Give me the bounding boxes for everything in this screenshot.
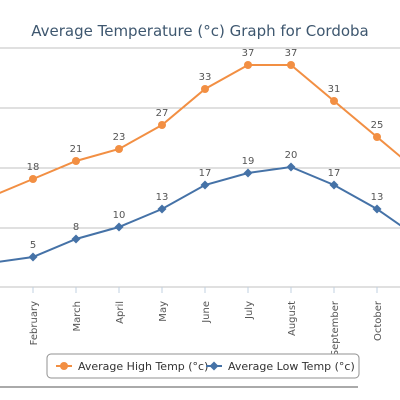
x-axis: JanuaryFebruaryMarchAprilMayJuneJulyAugu… [29, 287, 384, 356]
data-point[interactable] [72, 157, 80, 165]
legend-box [46, 353, 360, 379]
data-point[interactable] [287, 61, 295, 69]
data-label: 31 [328, 84, 341, 95]
data-label: 5 [30, 240, 36, 251]
x-tick-label: September [330, 300, 341, 356]
series-line [0, 165, 400, 263]
data-label: 23 [113, 132, 126, 143]
legend-label[interactable]: Average High Temp (°c) [78, 360, 208, 373]
x-tick-label: April [115, 301, 126, 324]
data-point[interactable] [329, 180, 339, 190]
data-label: 25 [371, 120, 384, 131]
legend-marker [60, 362, 68, 370]
data-point[interactable] [330, 97, 338, 105]
x-tick-label: March [72, 301, 83, 331]
data-label: 18 [27, 162, 40, 173]
data-label: 37 [285, 48, 298, 59]
x-tick-label: August [287, 301, 298, 336]
data-point[interactable] [286, 162, 296, 172]
x-tick-label: June [201, 301, 212, 324]
data-label: 20 [285, 150, 298, 161]
data-point[interactable] [373, 133, 381, 141]
data-point[interactable] [115, 145, 123, 153]
data-point[interactable] [200, 180, 210, 190]
data-label: 17 [199, 168, 212, 179]
data-point[interactable] [28, 252, 38, 262]
data-labels: 1518212327333737312519458101317192017138 [27, 48, 384, 251]
data-point[interactable] [244, 61, 252, 69]
legend-label[interactable]: Average Low Temp (°c) [228, 360, 355, 373]
data-point[interactable] [71, 234, 81, 244]
data-label: 13 [156, 192, 169, 203]
data-label: 33 [199, 72, 212, 83]
data-point[interactable] [114, 222, 124, 232]
series-layer [0, 61, 400, 263]
data-label: 27 [156, 108, 169, 119]
data-point[interactable] [201, 85, 209, 93]
data-label: 10 [113, 210, 126, 221]
grid-lines [0, 47, 400, 288]
x-tick-label: May [158, 301, 169, 322]
data-point[interactable] [372, 204, 382, 214]
data-label: 8 [73, 222, 79, 233]
data-label: 13 [371, 192, 384, 203]
data-point[interactable] [157, 204, 167, 214]
data-label: 19 [242, 156, 255, 167]
data-label: 21 [70, 144, 83, 155]
x-tick-label: February [29, 301, 40, 345]
data-point[interactable] [29, 175, 37, 183]
x-tick-label: July [244, 301, 255, 320]
legend[interactable]: Average High Temp (°c) Average Low Temp (… [46, 353, 360, 379]
chart-title: Average Temperature (°c) Graph for Cordo… [31, 22, 369, 40]
data-label: 17 [328, 168, 341, 179]
data-point[interactable] [243, 168, 253, 178]
data-label: 37 [242, 48, 255, 59]
legend-marker [209, 361, 219, 371]
data-point[interactable] [158, 121, 166, 129]
x-tick-label: October [373, 300, 384, 341]
